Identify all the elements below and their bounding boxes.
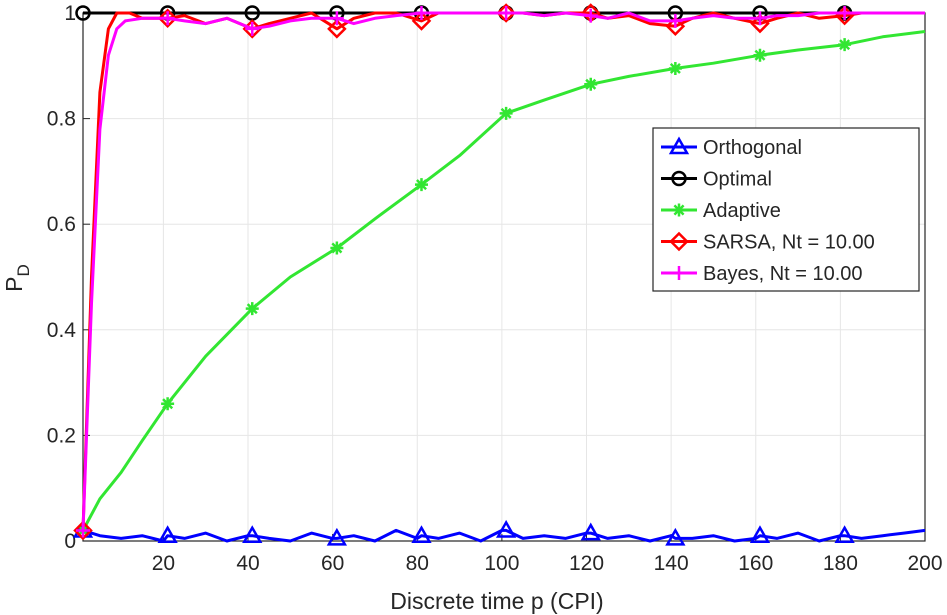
legend-entry: Optimal — [661, 169, 772, 191]
data-point-marker — [160, 11, 175, 26]
y-tick-label: 0.4 — [47, 319, 77, 342]
legend-marker — [669, 231, 689, 252]
x-tick-label: 20 — [152, 552, 175, 575]
series-line — [81, 30, 926, 532]
data-point-marker — [668, 61, 682, 75]
data-point-marker — [245, 302, 259, 316]
data-point-marker — [837, 6, 852, 20]
data-point-marker — [330, 241, 344, 255]
series-line — [82, 528, 926, 543]
data-point-marker — [329, 11, 344, 26]
data-point-marker — [414, 178, 428, 192]
x-tick-label: 180 — [823, 552, 858, 575]
data-point-marker — [750, 13, 770, 34]
data-point-marker — [327, 19, 347, 39]
data-point-marker — [157, 525, 178, 543]
x-tick-label: 80 — [406, 552, 429, 575]
x-tick-label: 200 — [907, 552, 942, 575]
legend-marker — [672, 203, 686, 217]
data-point-marker — [499, 6, 514, 20]
legend-marker — [668, 136, 690, 155]
y-tick-label: 0.8 — [47, 108, 76, 131]
legend-entry: Bayes, Nt = 10.00 — [661, 263, 863, 285]
data-point-marker — [753, 48, 767, 62]
data-point-marker — [73, 520, 93, 541]
y-tick-label: 0.2 — [47, 424, 76, 447]
data-point-marker — [76, 523, 90, 538]
y-axis-label: PD — [1, 264, 33, 292]
data-point-marker — [665, 16, 686, 36]
svg-text:PD: PD — [1, 264, 33, 292]
legend-label: Optimal — [703, 169, 772, 191]
series-5 — [76, 6, 925, 538]
data-point-marker — [584, 77, 598, 91]
data-point-marker — [411, 525, 432, 543]
data-point-marker — [495, 519, 517, 538]
data-point-marker — [838, 38, 852, 52]
legend-box — [652, 127, 920, 292]
data-point-marker — [411, 11, 432, 31]
data-point-marker — [834, 525, 855, 543]
data-point-marker — [326, 527, 348, 546]
legend-entry: SARSA, Nt = 10.00 — [661, 232, 875, 254]
data-point-marker — [583, 8, 598, 23]
series-1 — [72, 519, 926, 546]
data-point-marker — [75, 5, 91, 21]
y-axis-label-main: P — [1, 276, 27, 291]
legend-entry: Orthogonal — [661, 136, 802, 159]
y-axis-label-subscript: D — [14, 264, 33, 276]
legend-label: SARSA, Nt = 10.00 — [703, 232, 875, 254]
legend: Orthogonal Optimal Adaptive SARSA, Nt = 10.… — [652, 127, 920, 292]
data-point-marker — [580, 522, 601, 541]
x-tick-label: 40 — [236, 552, 259, 575]
y-tick-label: 0.6 — [47, 213, 76, 236]
data-point-marker — [161, 397, 175, 411]
y-tick-label: 1 — [64, 2, 76, 25]
data-point-marker — [245, 21, 260, 36]
legend-entry: Adaptive — [661, 200, 781, 222]
legend-marker — [671, 170, 687, 187]
y-tick-label: 0 — [64, 530, 76, 553]
data-point-marker — [414, 6, 429, 20]
data-point-marker — [665, 527, 686, 546]
data-point-marker — [242, 525, 263, 543]
x-tick-label: 100 — [484, 552, 519, 575]
legend-label: Adaptive — [703, 200, 781, 222]
legend-label: Orthogonal — [703, 137, 802, 159]
x-tick-label: 140 — [654, 552, 689, 575]
data-point-marker — [157, 8, 178, 29]
data-point-marker — [499, 106, 513, 120]
legend-marker — [672, 266, 686, 280]
x-axis-label: Discrete time p (CPI) — [390, 588, 603, 614]
x-tick-label: 120 — [569, 552, 604, 575]
data-point-marker — [752, 11, 767, 26]
data-point-marker — [749, 525, 771, 543]
series-layer — [72, 3, 926, 546]
x-tick-label: 60 — [321, 552, 344, 575]
x-tick-label: 160 — [738, 552, 773, 575]
legend-label: Bayes, Nt = 10.00 — [703, 263, 863, 285]
data-point-marker — [496, 3, 516, 23]
y-axis-ticks: 0 0.2 0.4 0.6 0.8 1 — [47, 2, 90, 553]
data-point-marker — [668, 13, 683, 28]
